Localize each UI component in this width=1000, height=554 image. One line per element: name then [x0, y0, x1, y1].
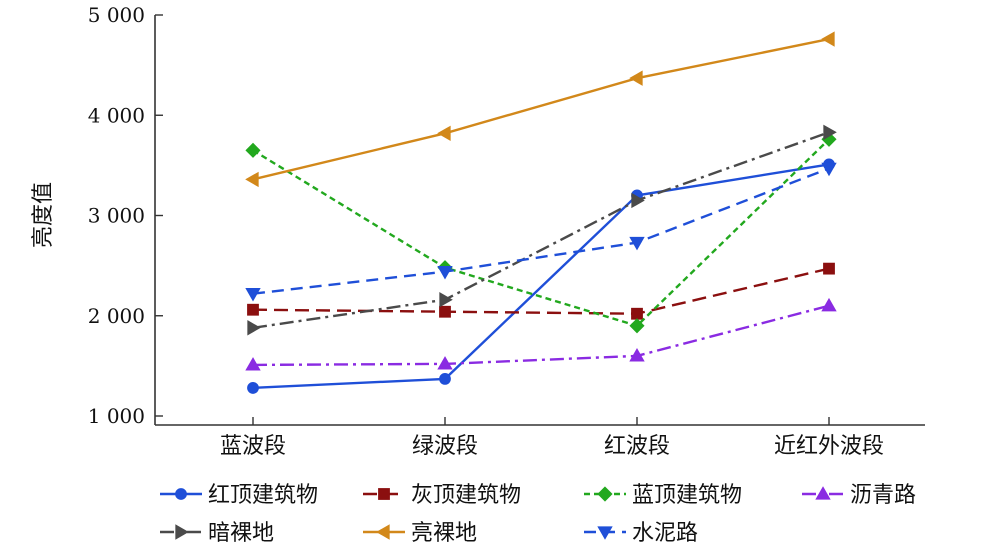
y-axis-title: 亮度值 — [31, 182, 56, 248]
series-7 — [245, 162, 837, 302]
legend-item: 水泥路 — [584, 521, 698, 546]
series-line — [252, 163, 830, 390]
series-line — [252, 37, 830, 181]
axes — [154, 14, 925, 426]
series-4 — [245, 297, 837, 371]
y-tick-label: 1 000 — [88, 404, 145, 428]
legend-label: 水泥路 — [632, 521, 698, 546]
data-point — [245, 357, 261, 371]
y-tick-label: 2 000 — [88, 304, 145, 328]
y-tick-label: 3 000 — [88, 204, 145, 228]
data-point — [245, 288, 261, 302]
legend-marker — [378, 488, 390, 500]
data-point — [437, 125, 451, 141]
data-point — [245, 142, 261, 158]
x-tick-label: 蓝波段 — [220, 434, 286, 459]
legend-label: 亮裸地 — [411, 521, 477, 546]
data-point — [629, 318, 645, 334]
series-3 — [245, 131, 837, 334]
data-point — [437, 265, 453, 280]
series-1 — [247, 158, 835, 394]
series-line — [252, 138, 830, 328]
series-2 — [247, 262, 835, 320]
legend-marker — [376, 524, 390, 540]
legend-label: 蓝顶建筑物 — [632, 483, 742, 508]
legend-item: 灰顶建筑物 — [363, 483, 521, 508]
data-point — [823, 262, 835, 275]
legend-label: 沥青路 — [850, 483, 916, 508]
data-point — [439, 292, 453, 308]
data-point — [629, 348, 645, 362]
series-line — [252, 167, 830, 295]
data-point — [821, 297, 837, 312]
data-point — [247, 320, 261, 336]
legend-marker — [175, 524, 189, 540]
data-point — [821, 31, 835, 47]
data-point — [247, 303, 259, 316]
series-line — [252, 131, 830, 329]
data-point — [631, 307, 643, 320]
series-5 — [247, 124, 837, 336]
data-point — [631, 192, 645, 209]
legend-item: 沥青路 — [802, 483, 916, 508]
legend-marker — [175, 488, 187, 500]
y-tick-label: 5 000 — [88, 3, 145, 27]
series-6 — [245, 31, 835, 188]
legend-marker — [597, 526, 613, 540]
data-point — [439, 373, 451, 385]
data-point — [823, 124, 837, 140]
data-point — [821, 162, 837, 177]
legend-label: 暗裸地 — [208, 521, 274, 546]
y-tick-labels: 1 000 2 000 3 000 4 000 5 000 — [88, 3, 145, 428]
data-point — [629, 70, 643, 86]
legend-label: 红顶建筑物 — [208, 483, 318, 508]
data-point — [245, 171, 259, 188]
data-point — [247, 382, 259, 394]
x-tick-label: 绿波段 — [412, 434, 478, 459]
legend-item: 暗裸地 — [160, 521, 274, 546]
legend-label: 灰顶建筑物 — [411, 483, 521, 508]
x-tick-label: 近红外波段 — [774, 434, 884, 459]
data-point — [439, 305, 451, 318]
legend-item: 蓝顶建筑物 — [584, 483, 742, 508]
y-tick-label: 4 000 — [88, 103, 145, 127]
legend-marker — [597, 486, 613, 502]
x-tick-label: 红波段 — [604, 434, 670, 459]
x-category-labels: 蓝波段 绿波段 红波段 近红外波段 — [220, 434, 884, 459]
plot-series — [245, 31, 837, 394]
legend-marker — [815, 486, 831, 500]
series-line — [252, 267, 830, 315]
legend-item: 亮裸地 — [363, 521, 477, 546]
data-point — [629, 236, 645, 251]
legend-item: 红顶建筑物 — [160, 483, 318, 508]
data-point — [437, 356, 453, 370]
